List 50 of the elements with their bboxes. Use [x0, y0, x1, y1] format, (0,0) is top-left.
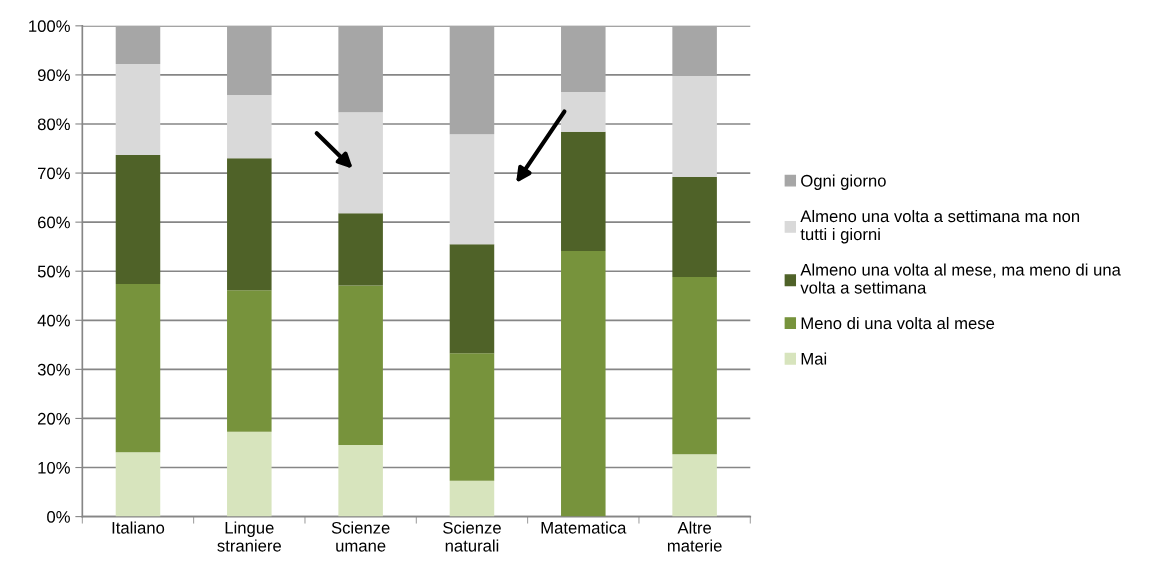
bar — [227, 95, 272, 159]
bar — [672, 75, 717, 177]
x-tick-label: Lingue straniere — [217, 521, 281, 552]
y-tick-label: 0% — [47, 511, 70, 523]
x-tick-label: Matematica — [541, 521, 627, 534]
bar — [672, 277, 717, 455]
bar — [227, 431, 272, 517]
y-tick-label: 100% — [29, 20, 70, 33]
legend-label: Almeno una volta al mese, ma meno di una volta a settimana — [800, 263, 1121, 294]
bar — [672, 454, 717, 517]
bar — [449, 134, 495, 245]
bar — [449, 25, 495, 135]
bar — [338, 285, 383, 445]
bar — [561, 25, 606, 93]
bar — [338, 213, 383, 286]
y-tick-label: 20% — [38, 412, 70, 425]
y-tick-label: 30% — [37, 363, 70, 376]
y-tick-label: 10% — [38, 461, 70, 474]
y-tick-label: 80% — [37, 118, 70, 131]
bar — [227, 25, 272, 96]
y-tick-label: 70% — [38, 167, 70, 180]
bar — [227, 290, 272, 432]
x-tick-label: Scienze naturali — [443, 521, 501, 552]
bar — [115, 64, 161, 155]
x-tick-label: Italiano — [112, 521, 165, 534]
y-tick-label: 40% — [37, 314, 70, 327]
y-tick-label: 90% — [37, 69, 70, 82]
y-tick-label: 60% — [38, 216, 70, 229]
bar — [115, 452, 161, 517]
legend-label: Almeno una volta a settimana ma non tutti i giorni — [800, 209, 1080, 244]
y-tick-label: 50% — [37, 265, 70, 278]
bar — [115, 154, 161, 284]
bar — [449, 353, 495, 481]
bar — [115, 283, 161, 453]
bar — [338, 444, 383, 517]
bar — [561, 251, 606, 517]
bar — [338, 112, 383, 214]
bar — [115, 25, 161, 65]
legend-label: Meno di una volta al mese — [801, 316, 995, 330]
bar — [672, 25, 717, 76]
bar — [227, 158, 272, 291]
legend-label: Mai — [801, 352, 827, 365]
x-tick-label: Scienze umane — [331, 521, 390, 552]
bar — [338, 25, 383, 113]
legend-label: Ogni giorno — [801, 174, 886, 190]
bar — [449, 480, 495, 517]
bar — [561, 131, 606, 252]
x-tick-label: Altre materie — [667, 521, 722, 552]
bar — [672, 176, 717, 278]
bar — [449, 244, 495, 354]
